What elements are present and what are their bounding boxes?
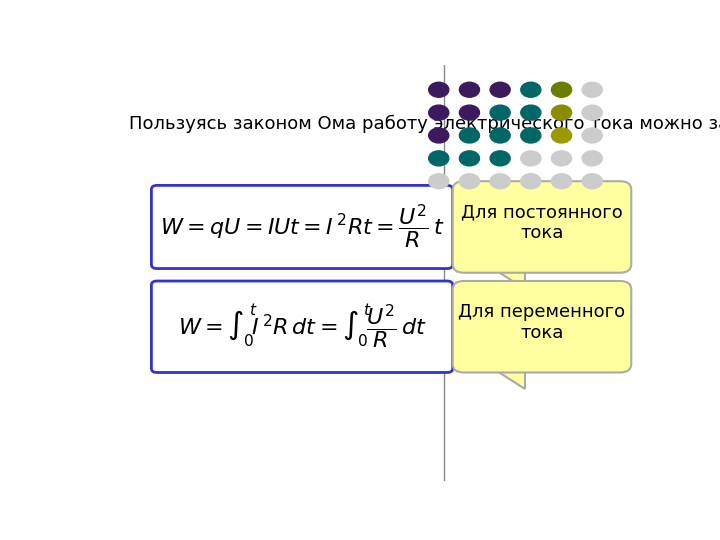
Circle shape [552, 105, 572, 120]
Circle shape [428, 128, 449, 143]
Text: $W = \int_0^{\,t}\! I^{\,2}R\,dt = \int_0^{\,t}\!\dfrac{U^2}{R}\,dt$: $W = \int_0^{\,t}\! I^{\,2}R\,dt = \int_… [178, 302, 426, 351]
Circle shape [490, 174, 510, 188]
Circle shape [552, 82, 572, 97]
Circle shape [459, 151, 480, 166]
Circle shape [428, 105, 449, 120]
Circle shape [521, 174, 541, 188]
Circle shape [459, 174, 480, 188]
Circle shape [428, 174, 449, 188]
Circle shape [582, 105, 602, 120]
Polygon shape [486, 364, 526, 389]
Circle shape [490, 105, 510, 120]
Circle shape [459, 128, 480, 143]
Circle shape [521, 151, 541, 166]
Circle shape [428, 151, 449, 166]
Circle shape [552, 128, 572, 143]
Circle shape [521, 128, 541, 143]
Polygon shape [486, 265, 526, 289]
Text: $W = qU = IUt = I^{\,2}Rt = \dfrac{U^2}{R}\,t$: $W = qU = IUt = I^{\,2}Rt = \dfrac{U^2}{… [160, 203, 444, 251]
Text: Пользуясь законом Ома работу электрического тока можно записать: Пользуясь законом Ома работу электрическ… [129, 114, 720, 133]
Circle shape [459, 82, 480, 97]
Circle shape [582, 82, 602, 97]
Circle shape [490, 151, 510, 166]
Text: Для переменного
тока: Для переменного тока [459, 303, 626, 342]
FancyBboxPatch shape [453, 281, 631, 373]
Circle shape [552, 151, 572, 166]
Circle shape [521, 105, 541, 120]
Circle shape [490, 128, 510, 143]
Circle shape [582, 174, 602, 188]
Circle shape [582, 151, 602, 166]
Circle shape [552, 174, 572, 188]
Circle shape [582, 128, 602, 143]
FancyBboxPatch shape [151, 185, 453, 268]
Circle shape [490, 82, 510, 97]
Circle shape [459, 105, 480, 120]
FancyBboxPatch shape [151, 281, 453, 373]
Circle shape [521, 82, 541, 97]
FancyBboxPatch shape [453, 181, 631, 273]
Circle shape [428, 82, 449, 97]
Text: Для постоянного
тока: Для постоянного тока [461, 204, 623, 242]
